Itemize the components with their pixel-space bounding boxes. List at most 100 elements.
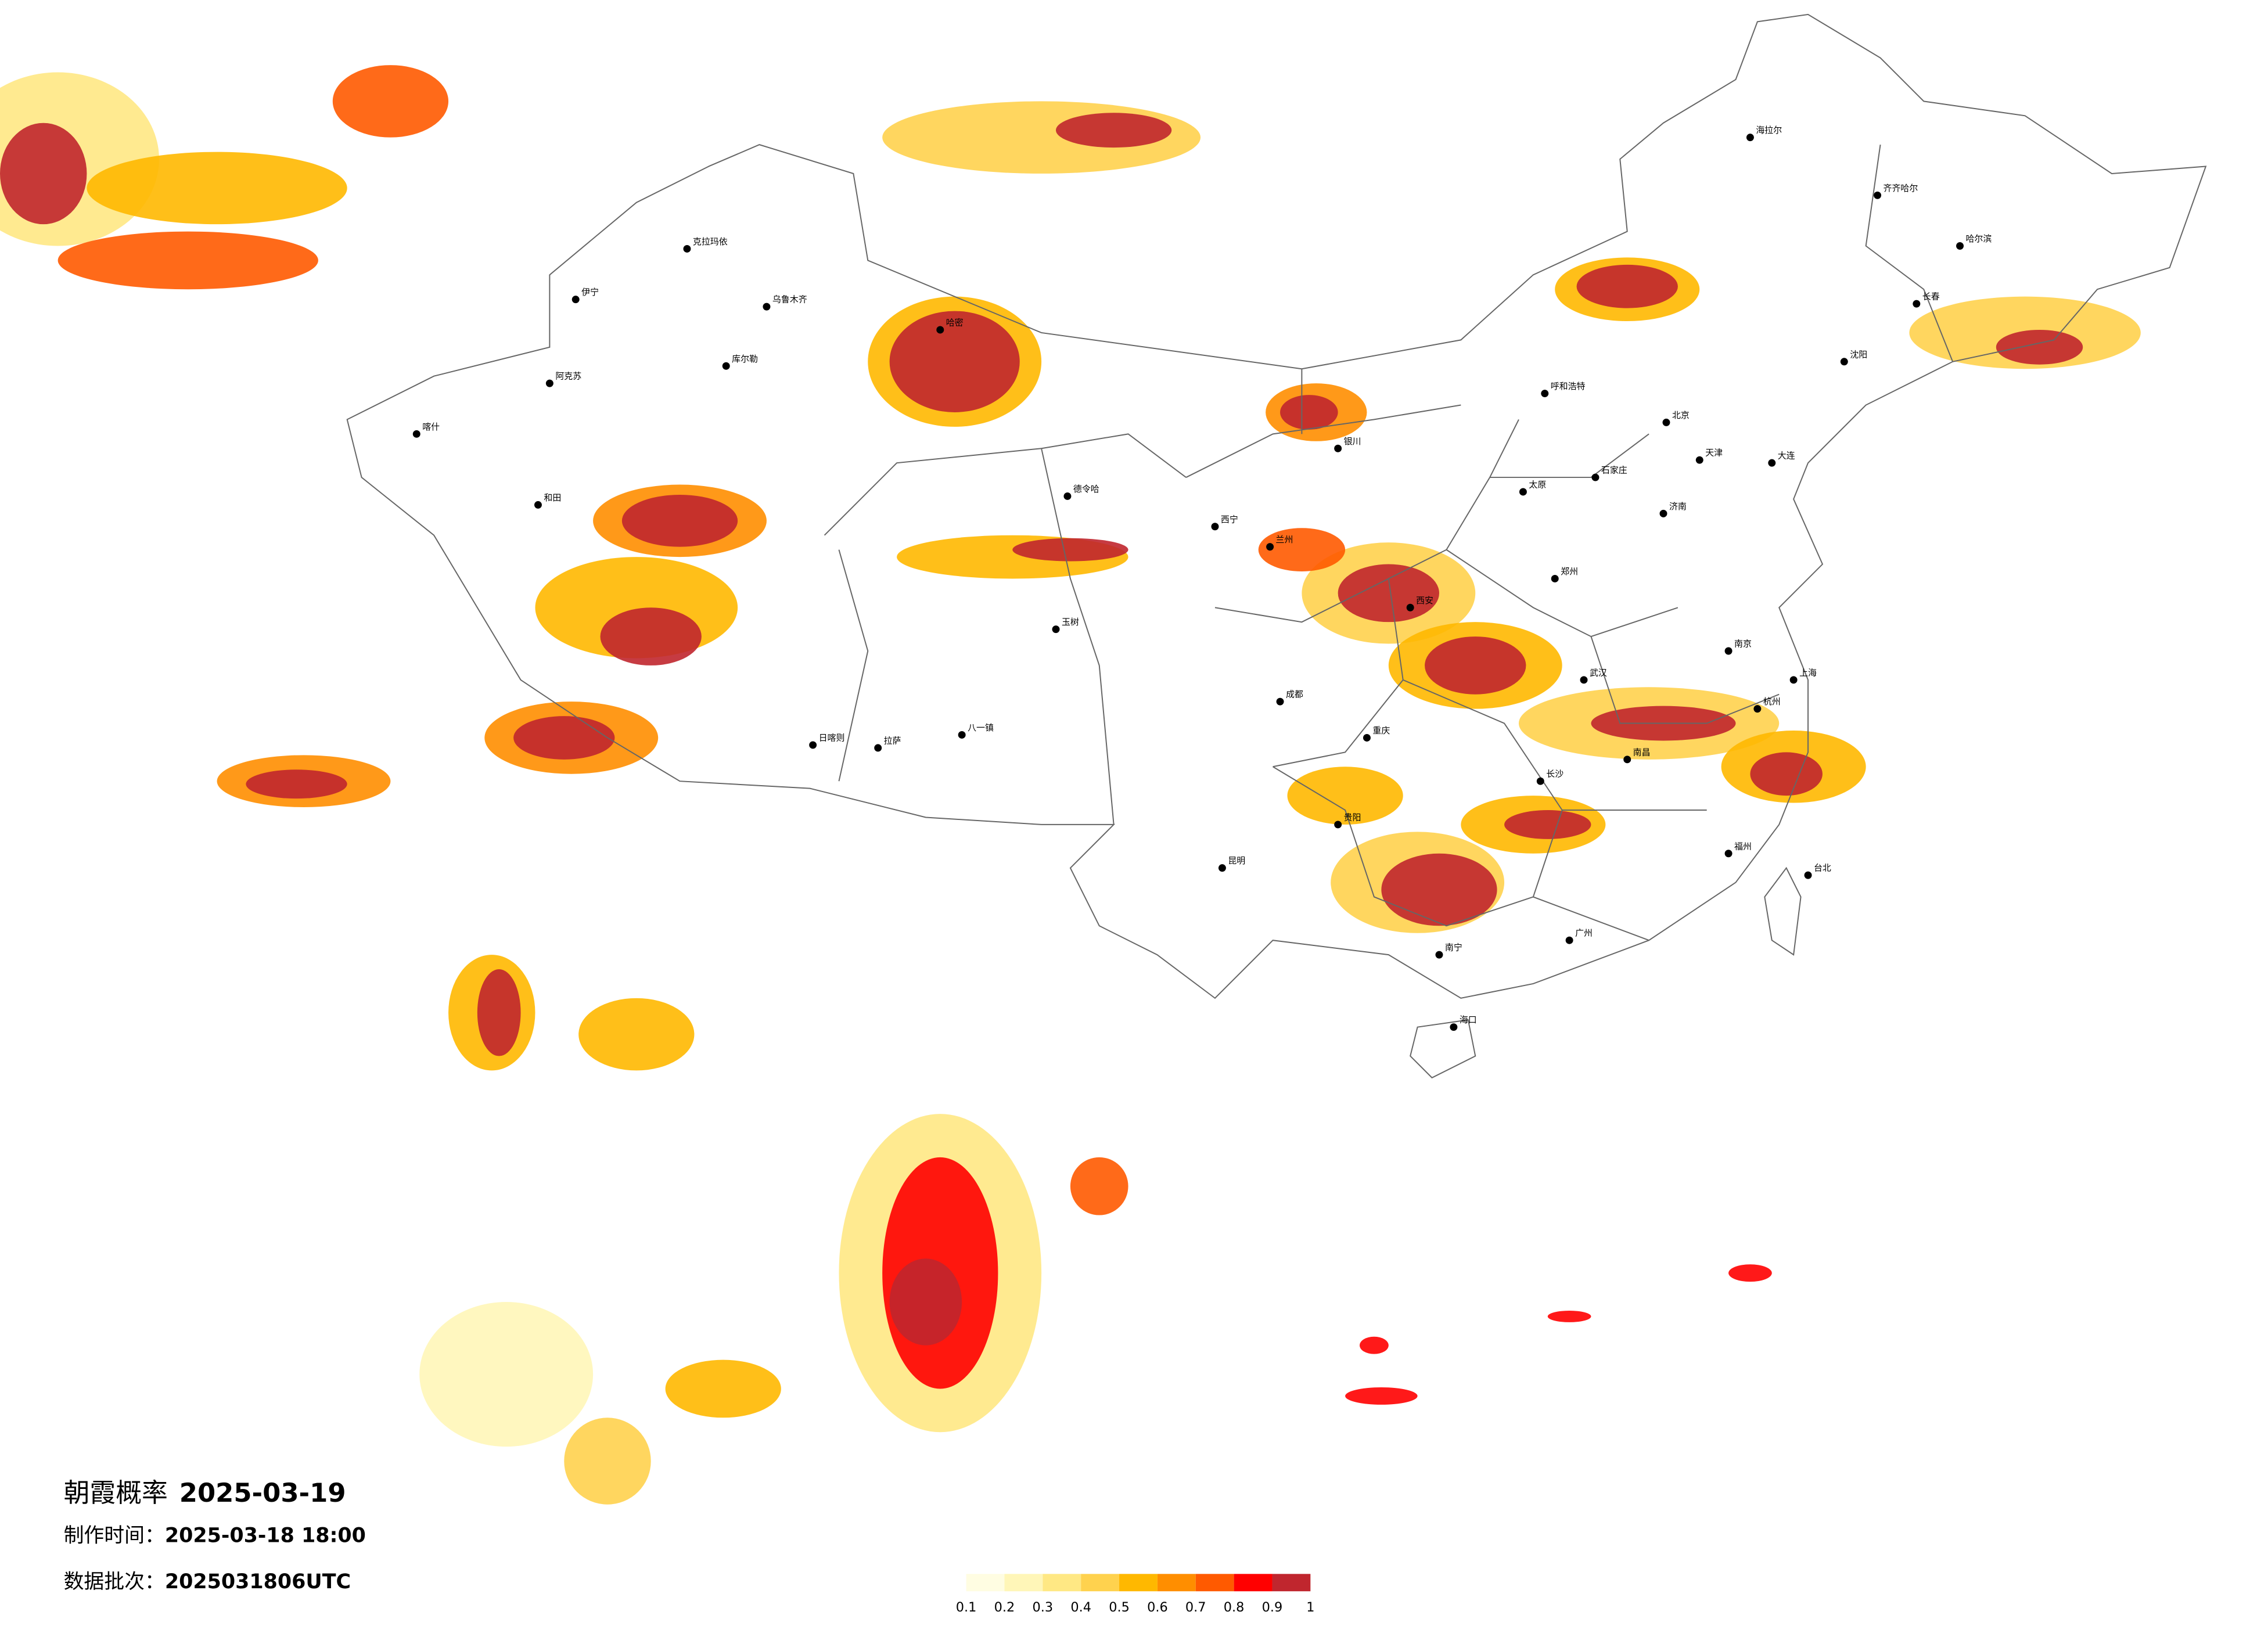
city-dot: [1768, 459, 1776, 467]
probability-area: [1258, 528, 1346, 571]
city-label: 石家庄: [1601, 465, 1627, 476]
city-dot: [534, 501, 542, 509]
city-label: 上海: [1799, 667, 1817, 678]
city-label: 杭州: [1763, 696, 1781, 707]
city-dot: [1276, 697, 1284, 706]
probability-area: [665, 1359, 781, 1418]
colorbar-label: 0.1: [956, 1600, 977, 1615]
city-label: 玉树: [1062, 617, 1079, 627]
city-dot: [1591, 473, 1600, 481]
probability-area: [1547, 1310, 1591, 1322]
city-dot: [763, 303, 771, 311]
city-label: 南京: [1734, 639, 1752, 649]
city-label: 哈尔滨: [1965, 233, 1992, 244]
city-label: 克拉玛依: [693, 236, 728, 247]
probability-area: [1750, 752, 1823, 796]
city-label: 乌鲁木齐: [772, 294, 807, 305]
city-label: 北京: [1672, 410, 1690, 420]
colorbar-label: 0.5: [1109, 1600, 1130, 1615]
city-dot: [722, 362, 730, 370]
probability-area: [87, 152, 347, 225]
probability-area: [1056, 113, 1172, 148]
city-label: 兰州: [1276, 534, 1293, 545]
city-dot: [1789, 676, 1798, 684]
probability-area: [564, 1418, 651, 1505]
colorbar-swatch: [1234, 1574, 1273, 1592]
title-text: 朝霞概率: [64, 1477, 168, 1508]
city-label: 八一镇: [968, 722, 994, 733]
batch-value: 2025031806UTC: [165, 1570, 351, 1593]
city-dot: [1840, 358, 1848, 366]
colorbar-swatch: [1119, 1574, 1158, 1592]
city-label: 齐齐哈尔: [1884, 183, 1918, 193]
colorbar-label: 0.8: [1224, 1600, 1245, 1615]
city-dot: [1804, 871, 1812, 879]
made: 制作时间：2025-03-18 18:00: [64, 1524, 366, 1548]
probability-area: [1576, 264, 1678, 308]
colorbar-swatch: [1272, 1574, 1311, 1592]
city-label: 昆明: [1228, 855, 1245, 866]
city-dot: [1063, 492, 1072, 500]
colorbar-label: 0.9: [1262, 1600, 1283, 1615]
probability-area: [513, 716, 615, 760]
city-dot: [1565, 936, 1573, 944]
probability-area: [1280, 395, 1338, 430]
city-dot: [412, 430, 420, 438]
probability-area: [332, 65, 449, 138]
city-label: 哈密: [946, 317, 964, 328]
city-label: 太原: [1529, 479, 1546, 490]
city-dot: [1956, 242, 1964, 250]
probability-area: [1381, 853, 1497, 926]
city-dot: [1746, 134, 1754, 142]
city-label: 重庆: [1372, 725, 1390, 736]
city-dot: [958, 731, 966, 739]
probability-area: [419, 1301, 594, 1447]
city-label: 贵阳: [1344, 812, 1361, 822]
country-border: [346, 13, 2207, 999]
city-dot: [1363, 733, 1371, 742]
probability-area: [1338, 564, 1439, 623]
city-label: 长春: [1922, 292, 1940, 302]
colorbar-label: 0.3: [1033, 1600, 1054, 1615]
probability-field: [0, 65, 2141, 1505]
city-dot: [1724, 850, 1733, 858]
probability-area: [1504, 810, 1591, 839]
city-dot: [1450, 1023, 1458, 1031]
city-dot: [1659, 509, 1667, 517]
colorbar-label: 1: [1306, 1600, 1314, 1615]
probability-area: [578, 998, 695, 1071]
city-label: 郑州: [1561, 566, 1578, 577]
title: 朝霞概率 2025-03-19: [64, 1477, 346, 1508]
city-dot: [1580, 676, 1588, 684]
colorbar-swatch: [1004, 1574, 1043, 1592]
city-dot: [683, 244, 691, 253]
city-label: 西安: [1416, 595, 1433, 606]
city-label: 拉萨: [884, 735, 901, 746]
probability-area: [246, 769, 347, 799]
city-dot: [1874, 191, 1882, 199]
probability-area: [1728, 1264, 1772, 1282]
colorbar-swatch: [1081, 1574, 1120, 1592]
city-dot: [1724, 647, 1733, 655]
city-dot: [809, 741, 817, 749]
city-label: 沈阳: [1850, 349, 1867, 359]
city-dot: [1435, 951, 1443, 959]
city-dot: [1536, 777, 1544, 785]
city-label: 日喀则: [819, 732, 845, 743]
city-label: 阿克苏: [555, 371, 581, 382]
probability-area: [57, 231, 318, 290]
city-dot: [1551, 574, 1559, 582]
title-date: 2025-03-19: [179, 1477, 346, 1508]
probability-area: [1287, 767, 1403, 825]
city-label: 天津: [1705, 448, 1723, 458]
city-label: 海拉尔: [1756, 125, 1782, 135]
city-label: 伊宁: [581, 287, 599, 297]
city-label: 长沙: [1546, 769, 1563, 779]
city-label: 武汉: [1590, 667, 1607, 678]
colorbar: 0.1 0.2 0.3 0.4 0.5 0.6 0.7 0.8 0.9 1: [956, 1574, 1314, 1615]
probability-area: [0, 123, 87, 225]
city-dot: [1052, 625, 1060, 634]
